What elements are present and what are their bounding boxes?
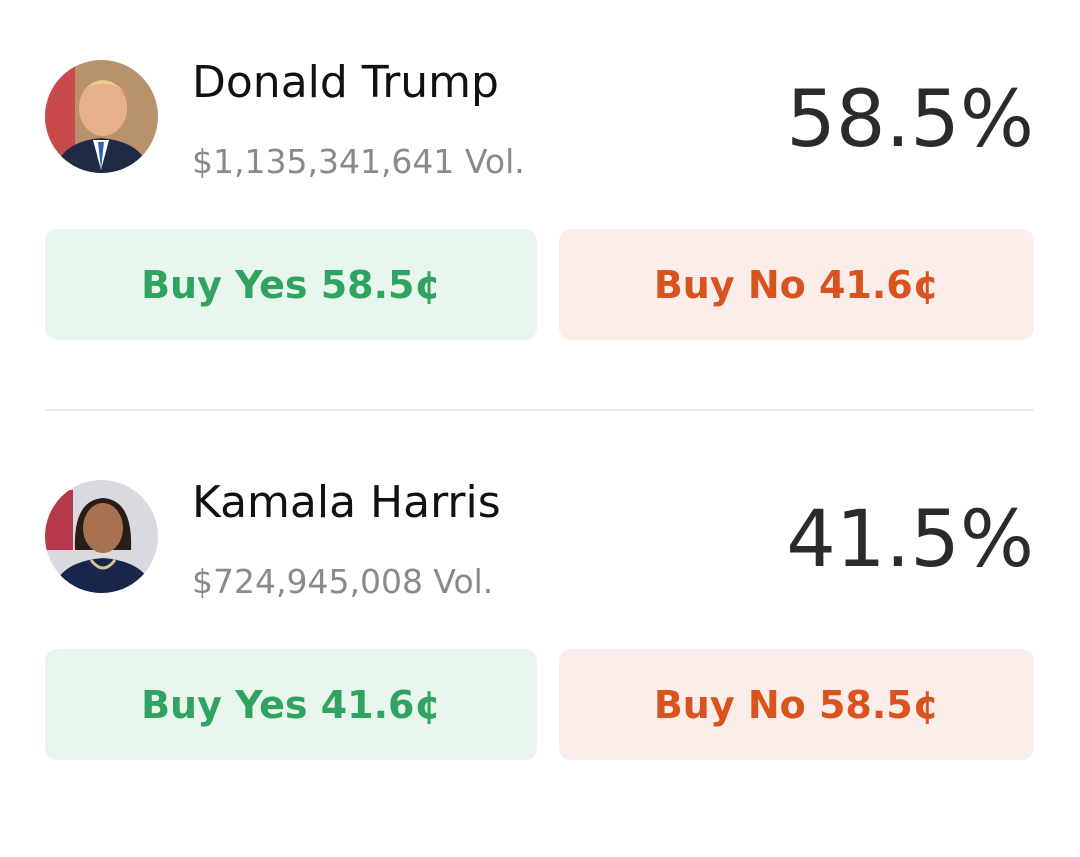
buy-yes-button[interactable]: Buy Yes 58.5¢ xyxy=(45,229,537,340)
candidate-name: Donald Trump xyxy=(192,57,499,108)
page: Donald Trump $1,135,341,641 Vol. 58.5% B… xyxy=(0,57,1080,760)
chance: 41.5% xyxy=(786,495,1034,585)
volume: $724,945,008 Vol. xyxy=(192,562,494,601)
buy-yes-button[interactable]: Buy Yes 41.6¢ xyxy=(45,649,537,760)
candidate-name: Kamala Harris xyxy=(192,477,501,528)
divider xyxy=(45,409,1034,411)
buy-no-button[interactable]: Buy No 41.6¢ xyxy=(559,229,1034,340)
avatar xyxy=(45,480,158,593)
chance: 58.5% xyxy=(786,75,1034,165)
buy-no-button[interactable]: Buy No 58.5¢ xyxy=(559,649,1034,760)
market-row: Kamala Harris $724,945,008 Vol. 41.5% Bu… xyxy=(0,477,1080,857)
avatar xyxy=(45,60,158,173)
market-row: Donald Trump $1,135,341,641 Vol. 58.5% B… xyxy=(0,57,1080,437)
volume: $1,135,341,641 Vol. xyxy=(192,142,525,181)
avatar-image xyxy=(45,480,158,593)
avatar-image xyxy=(45,60,158,173)
